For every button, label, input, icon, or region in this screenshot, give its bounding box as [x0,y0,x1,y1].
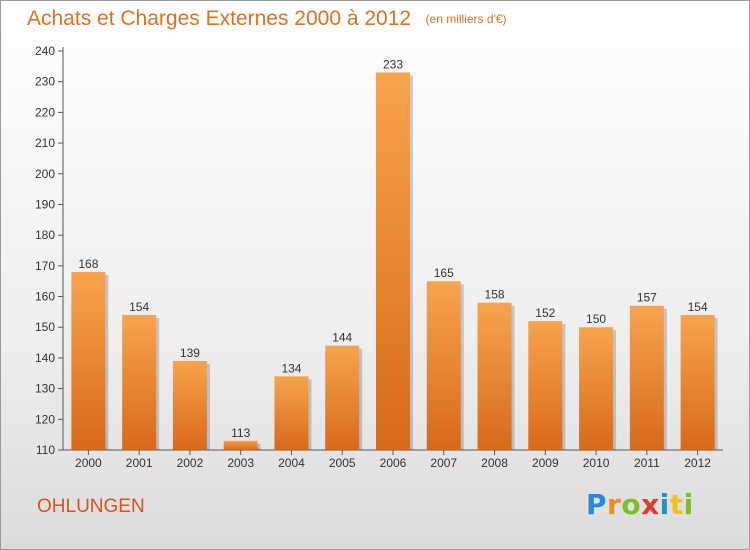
brand-logo-letter: x [641,488,660,521]
bar-value-label: 113 [231,426,250,440]
y-tick-label: 190 [35,197,55,211]
bar [274,376,309,450]
brand-logo-letter: r [607,488,622,521]
y-tick-label: 210 [35,136,55,150]
bar-value-label: 233 [383,57,403,71]
bar-value-label: 139 [180,346,200,360]
bar [477,302,512,450]
chart-title: Achats et Charges Externes 2000 à 2012 [27,7,412,30]
y-tick-label: 120 [35,412,55,426]
bar-value-label: 150 [586,312,606,326]
x-tick-label: 2006 [380,456,407,470]
brand-logo-letter: P [586,488,608,521]
y-tick-label: 230 [35,75,55,89]
y-tick-label: 220 [35,105,55,119]
x-tick-label: 2004 [278,456,305,470]
bar [172,360,207,450]
y-tick-label: 140 [35,351,55,365]
y-tick-label: 240 [35,44,55,58]
brand-logo-letter: t [669,488,684,521]
brand-logo-letter: i [659,488,670,521]
y-tick-label: 150 [35,320,55,334]
x-tick-label: 2008 [481,456,508,470]
x-tick-label: 2002 [177,456,204,470]
bar-value-label: 158 [485,288,505,302]
bar-value-label: 168 [78,257,98,271]
bar-layer: 168 154 139 113 134 144 233 165 158 152 150 157 154 [71,57,718,450]
title-row: Achats et Charges Externes 2000 à 2012 (… [27,7,507,31]
bar [71,271,106,450]
bar-value-label: 144 [332,331,352,345]
x-tick-label: 2012 [684,456,711,470]
bar [325,345,360,450]
y-tick-label: 160 [35,290,55,304]
y-tick-label: 130 [35,382,55,396]
y-tick-label: 180 [35,228,55,242]
bar-value-label: 134 [281,361,301,375]
brand-logo-letter: i [683,488,694,521]
x-tick-label: 2000 [75,456,102,470]
bar [376,72,410,450]
x-tick-label: 2001 [126,456,153,470]
place-name: OHLUNGEN [37,496,145,517]
bar [223,440,258,450]
y-tick-label: 110 [36,443,55,457]
bar [426,281,461,450]
bar-value-label: 154 [688,300,708,314]
bar [680,314,715,450]
chart-unit-label: (en milliers d'€) [425,12,507,26]
bar-value-label: 152 [535,306,555,320]
x-tick-label: 2009 [532,456,559,470]
brand-logo: Proxiti [586,488,694,521]
y-tick-label: 200 [35,167,55,181]
bar [579,327,614,450]
bar [528,321,563,450]
bar-value-label: 154 [129,300,149,314]
x-tick-label: 2010 [583,456,610,470]
bar [122,314,157,450]
y-tick-label: 170 [35,259,55,273]
bar-value-label: 165 [434,266,454,280]
x-tick-label: 2005 [329,456,356,470]
brand-logo-letter: o [621,488,642,521]
x-tick-label: 2007 [430,456,457,470]
x-tick-label: 2011 [634,456,660,470]
x-tick-label: 2003 [227,456,254,470]
bar-value-label: 157 [637,291,657,305]
bar [629,305,664,450]
